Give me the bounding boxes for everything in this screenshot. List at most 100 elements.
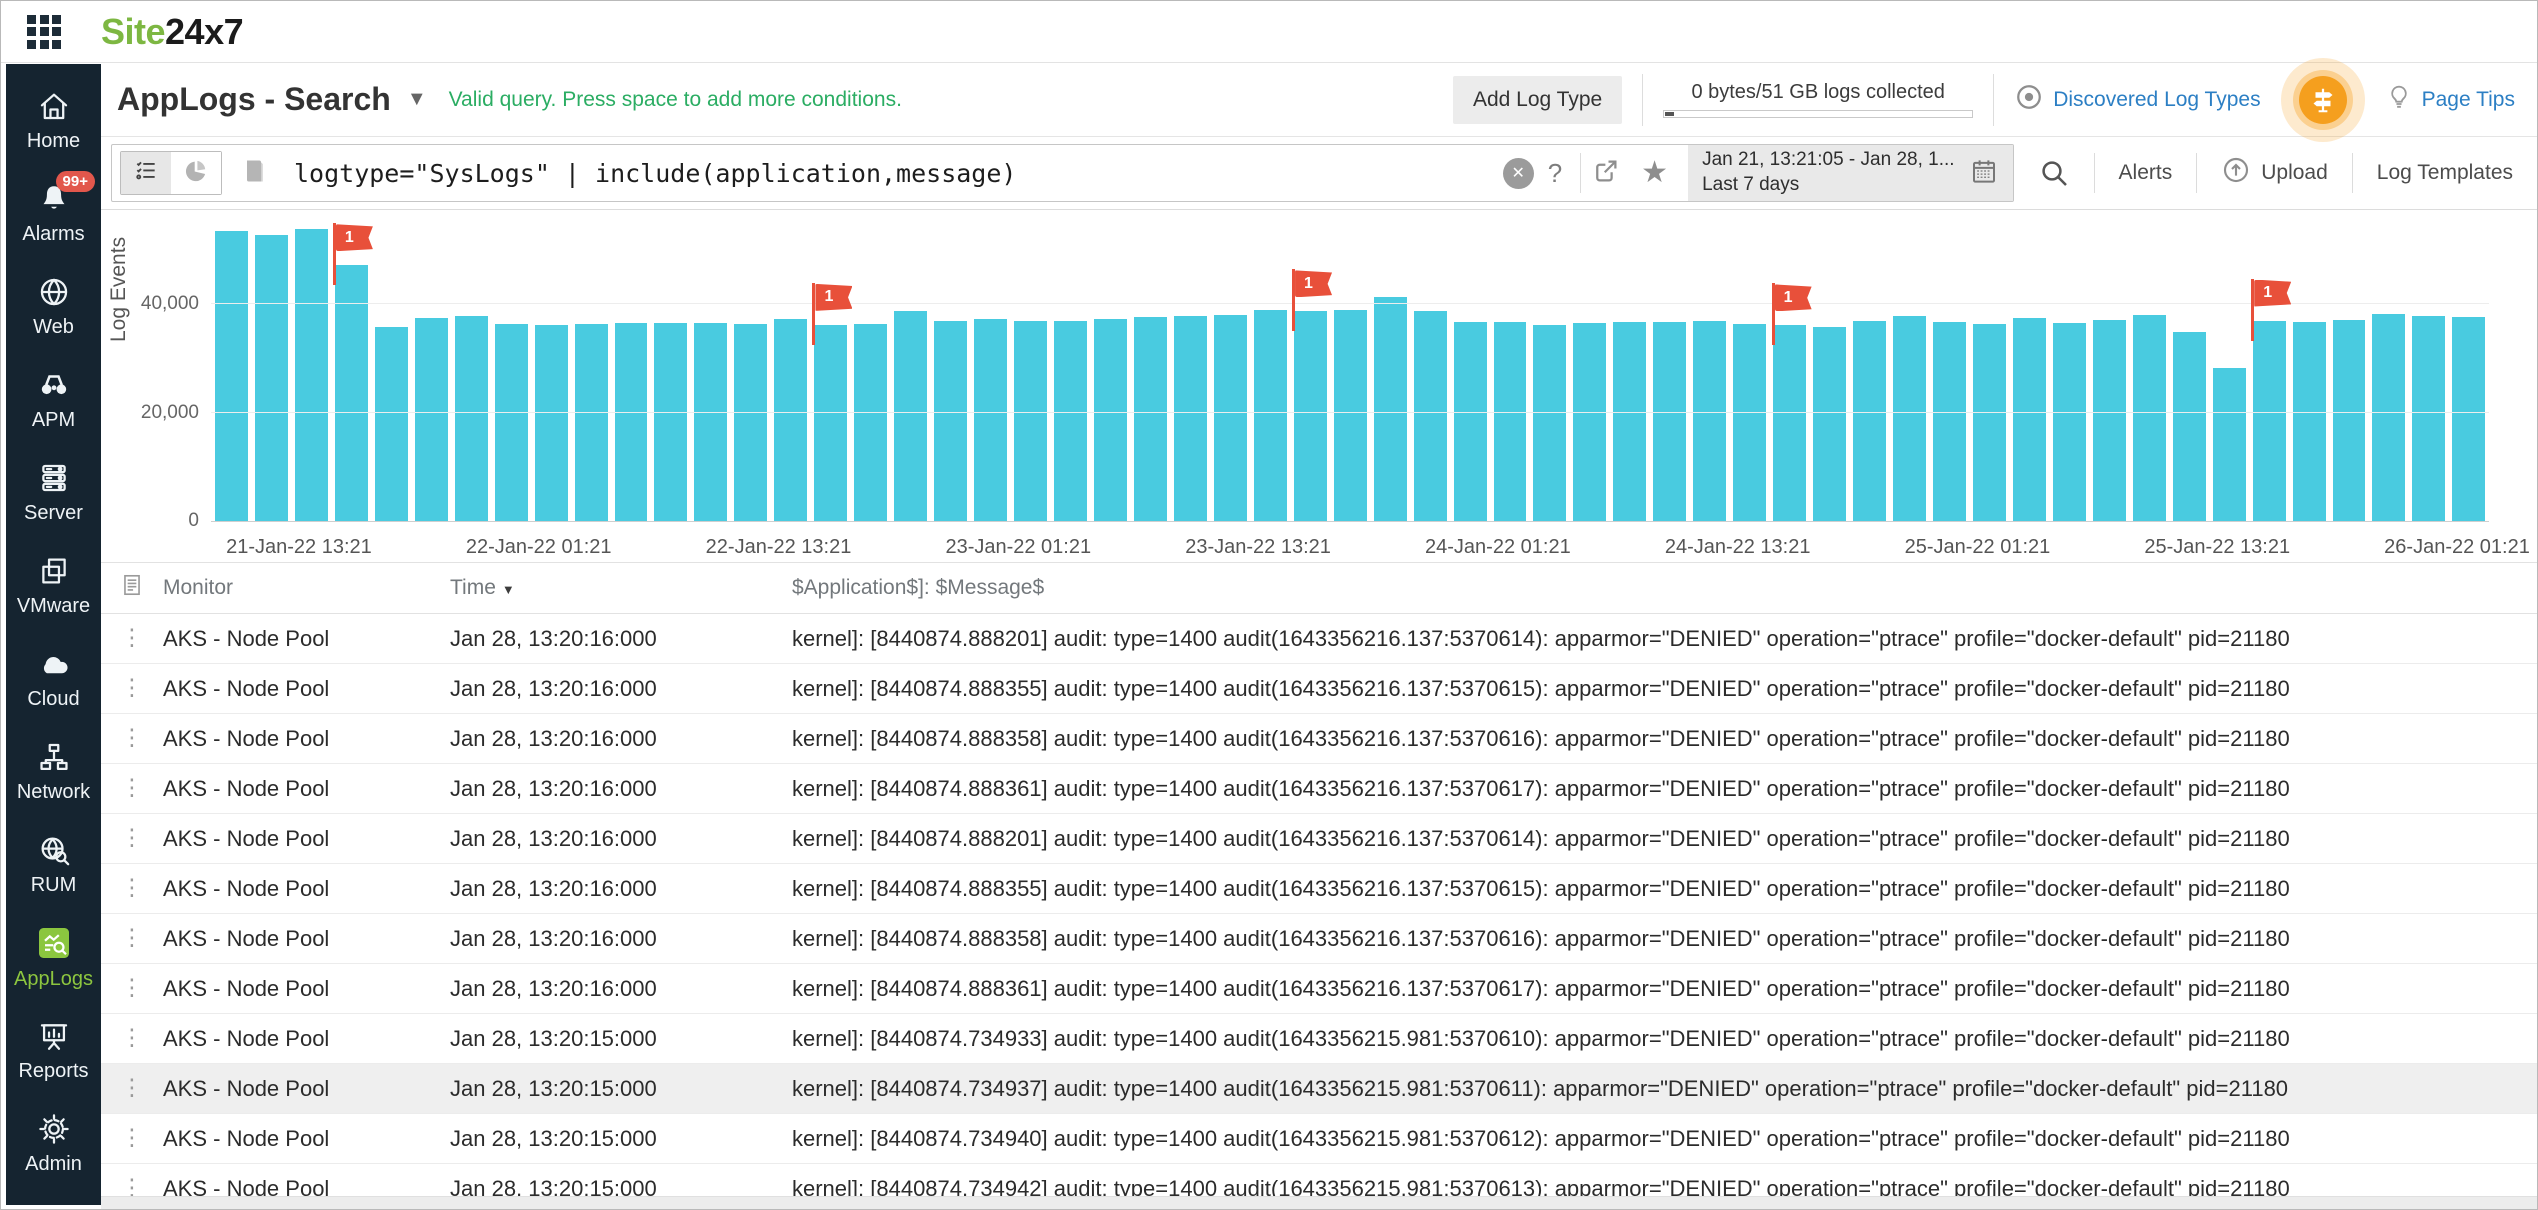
- alerts-button[interactable]: Alerts: [2118, 161, 2173, 184]
- table-row[interactable]: ⋮ AKS - Node Pool Jan 28, 13:20:16:000 kern…: [101, 964, 2537, 1014]
- chart-bar[interactable]: [2132, 315, 2166, 521]
- page-tips-link[interactable]: Page Tips: [2385, 82, 2515, 118]
- row-menu-icon[interactable]: ⋮: [120, 925, 144, 952]
- title-dropdown-icon[interactable]: ▼: [406, 88, 427, 110]
- discovered-log-types-link[interactable]: Discovered Log Types: [2014, 82, 2261, 118]
- chart-bar[interactable]: [1253, 310, 1287, 521]
- table-row[interactable]: ⋮ AKS - Node Pool Jan 28, 13:20:15:000 kern…: [101, 1114, 2537, 1164]
- chart-bar[interactable]: [1293, 311, 1327, 521]
- add-log-type-button[interactable]: Add Log Type: [1452, 75, 1623, 124]
- guided-tour-highlight[interactable]: [2280, 57, 2365, 142]
- chart-bar[interactable]: [294, 228, 328, 521]
- chart-bar[interactable]: [2372, 314, 2406, 521]
- chart-bar[interactable]: [1853, 320, 1887, 521]
- table-row[interactable]: ⋮ AKS - Node Pool Jan 28, 13:20:16:000 kern…: [101, 914, 2537, 964]
- chart-bar[interactable]: [854, 323, 888, 521]
- chart-bar[interactable]: [1413, 310, 1447, 521]
- chart-bar[interactable]: [1693, 321, 1727, 521]
- chart-bar[interactable]: [2092, 320, 2126, 521]
- sidebar-item-admin[interactable]: Admin: [6, 1097, 101, 1190]
- chart-bar[interactable]: [694, 322, 728, 521]
- sidebar-item-home[interactable]: Home: [6, 74, 101, 167]
- chart-bar[interactable]: [734, 324, 768, 521]
- sidebar-item-reports[interactable]: Reports: [6, 1004, 101, 1097]
- chart-bar[interactable]: [1014, 320, 1048, 521]
- chart-bar[interactable]: [2052, 322, 2086, 521]
- table-row[interactable]: ⋮ AKS - Node Pool Jan 28, 13:20:16:000 kern…: [101, 814, 2537, 864]
- sidebar-item-rum[interactable]: RUM: [6, 818, 101, 911]
- sidebar-item-cloud[interactable]: Cloud: [6, 632, 101, 725]
- query-help-icon[interactable]: ?: [1547, 157, 1563, 188]
- chart-bar[interactable]: [2172, 332, 2206, 521]
- chart-bar[interactable]: [574, 323, 608, 521]
- chart-bar[interactable]: [2332, 320, 2366, 521]
- chart-bar[interactable]: [2212, 368, 2246, 521]
- chart-bar[interactable]: [1054, 320, 1087, 521]
- chart-bar[interactable]: [1373, 297, 1407, 521]
- chart-bar[interactable]: [2412, 315, 2446, 521]
- chart-bar[interactable]: [774, 319, 808, 521]
- chart-bar[interactable]: [1533, 324, 1567, 521]
- upload-button[interactable]: Upload: [2197, 155, 2352, 191]
- site24x7-logo[interactable]: Site24x7: [101, 10, 244, 52]
- chart-bar[interactable]: [1972, 323, 2006, 521]
- chart-bar[interactable]: [1773, 325, 1807, 521]
- table-row[interactable]: ⋮ AKS - Node Pool Jan 28, 13:20:15:000 kern…: [101, 1164, 2537, 1197]
- row-menu-icon[interactable]: ⋮: [120, 825, 144, 852]
- chart-bar[interactable]: [1493, 321, 1527, 521]
- chart-bar[interactable]: [2012, 318, 2046, 521]
- date-range-picker[interactable]: Jan 21, 13:21:05 - Jan 28, 1... Last 7 d…: [1688, 145, 2013, 201]
- table-row[interactable]: ⋮ AKS - Node Pool Jan 28, 13:20:16:000 kern…: [101, 664, 2537, 714]
- chart-bar[interactable]: [1213, 314, 1247, 521]
- chart-bar[interactable]: [974, 319, 1008, 521]
- sidebar-item-network[interactable]: Network: [6, 725, 101, 818]
- table-row[interactable]: ⋮ AKS - Node Pool Jan 28, 13:20:15:000 kern…: [101, 1014, 2537, 1064]
- chart-bar[interactable]: [1613, 322, 1647, 521]
- search-button[interactable]: [2014, 157, 2094, 189]
- chart-bar[interactable]: [454, 315, 488, 521]
- table-row[interactable]: ⋮ AKS - Node Pool Jan 28, 13:20:15:000 kern…: [101, 1064, 2537, 1114]
- chart-bar[interactable]: [1932, 321, 1966, 521]
- column-header-message[interactable]: $Application$]: $Message$: [792, 576, 1045, 599]
- chart-bar[interactable]: [1813, 327, 1847, 521]
- chart-bar[interactable]: [1093, 318, 1127, 521]
- alert-flag[interactable]: 1: [332, 223, 373, 286]
- chart-bar[interactable]: [494, 324, 528, 521]
- chart-bar[interactable]: [1453, 322, 1487, 521]
- chart-bar[interactable]: [1733, 323, 1767, 521]
- column-header-time[interactable]: Time ▼: [450, 576, 515, 599]
- clear-query-icon[interactable]: ✕: [1502, 157, 1534, 189]
- row-menu-icon[interactable]: ⋮: [120, 1075, 144, 1102]
- favorite-star-icon[interactable]: ★: [1641, 156, 1669, 189]
- column-settings-icon[interactable]: [119, 571, 145, 605]
- chart-bar[interactable]: [2292, 321, 2326, 521]
- chart-bar[interactable]: [934, 321, 968, 521]
- sidebar-item-applogs[interactable]: AppLogs: [6, 911, 101, 1004]
- saved-searches-book-icon[interactable]: [240, 156, 268, 191]
- log-templates-button[interactable]: Log Templates: [2376, 161, 2513, 184]
- chart-bar[interactable]: [534, 325, 568, 521]
- chart-bar[interactable]: [654, 323, 688, 521]
- row-menu-icon[interactable]: ⋮: [120, 1125, 144, 1152]
- sidebar-item-alarms[interactable]: Alarms 99+: [6, 167, 101, 260]
- chart-bar[interactable]: [1133, 317, 1167, 521]
- sidebar-item-web[interactable]: Web: [6, 260, 101, 353]
- row-menu-icon[interactable]: ⋮: [120, 1025, 144, 1052]
- row-menu-icon[interactable]: ⋮: [120, 975, 144, 1002]
- row-menu-icon[interactable]: ⋮: [120, 625, 144, 652]
- app-grid-icon[interactable]: [27, 14, 61, 49]
- chart-bar[interactable]: [894, 311, 928, 521]
- chart-bar[interactable]: [1653, 322, 1687, 521]
- pie-view-button[interactable]: [171, 152, 221, 194]
- chart-bar[interactable]: [2252, 320, 2286, 521]
- search-query-input[interactable]: logtype="SysLogs" | include(application,…: [294, 158, 1017, 188]
- alert-flag[interactable]: 1: [1292, 269, 1333, 332]
- chart-bar[interactable]: [1173, 316, 1207, 521]
- share-search-icon[interactable]: [1591, 156, 1621, 191]
- row-menu-icon[interactable]: ⋮: [120, 1175, 144, 1196]
- chart-bar[interactable]: [614, 323, 648, 521]
- row-menu-icon[interactable]: ⋮: [120, 725, 144, 752]
- column-header-monitor[interactable]: Monitor: [163, 576, 234, 599]
- row-menu-icon[interactable]: ⋮: [120, 675, 144, 702]
- chart-bar[interactable]: [1573, 323, 1607, 521]
